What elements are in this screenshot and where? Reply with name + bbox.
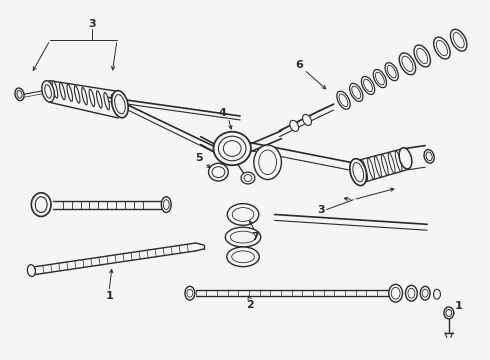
Ellipse shape — [115, 95, 125, 114]
Ellipse shape — [339, 94, 348, 107]
Ellipse shape — [422, 289, 428, 297]
Ellipse shape — [399, 148, 412, 169]
Ellipse shape — [241, 172, 255, 184]
Ellipse shape — [437, 40, 447, 56]
Ellipse shape — [444, 307, 454, 319]
Ellipse shape — [52, 81, 58, 98]
Ellipse shape — [399, 53, 416, 75]
Text: 4: 4 — [219, 108, 226, 118]
Ellipse shape — [450, 29, 467, 51]
Ellipse shape — [381, 154, 388, 175]
Ellipse shape — [74, 86, 80, 103]
Ellipse shape — [223, 141, 241, 156]
Text: 3: 3 — [89, 19, 96, 30]
Ellipse shape — [361, 160, 368, 181]
Ellipse shape — [89, 89, 95, 107]
Ellipse shape — [368, 158, 374, 179]
Ellipse shape — [375, 72, 384, 85]
Ellipse shape — [259, 150, 276, 175]
Text: 7: 7 — [251, 232, 259, 242]
Ellipse shape — [161, 197, 171, 212]
Ellipse shape — [434, 289, 441, 299]
Ellipse shape — [414, 45, 430, 67]
Ellipse shape — [232, 208, 254, 221]
Ellipse shape — [212, 167, 225, 177]
Text: 2: 2 — [246, 300, 254, 310]
Ellipse shape — [111, 94, 117, 112]
Ellipse shape — [416, 48, 428, 64]
Ellipse shape — [374, 156, 381, 177]
Ellipse shape — [385, 63, 398, 81]
Ellipse shape — [434, 37, 450, 59]
Ellipse shape — [364, 79, 372, 92]
Ellipse shape — [227, 204, 259, 225]
Ellipse shape — [35, 197, 47, 212]
Ellipse shape — [31, 193, 51, 216]
Ellipse shape — [337, 91, 350, 109]
Ellipse shape — [27, 265, 35, 276]
Ellipse shape — [388, 153, 395, 174]
Ellipse shape — [303, 114, 312, 126]
Ellipse shape — [402, 56, 413, 72]
Ellipse shape — [227, 247, 259, 267]
Ellipse shape — [387, 66, 396, 78]
Ellipse shape — [219, 136, 246, 161]
Ellipse shape — [82, 87, 87, 105]
Text: 5: 5 — [195, 153, 202, 163]
Ellipse shape — [408, 288, 415, 298]
Ellipse shape — [60, 82, 65, 100]
Ellipse shape — [353, 162, 364, 182]
Ellipse shape — [45, 85, 51, 98]
Ellipse shape — [214, 132, 251, 165]
Ellipse shape — [163, 200, 169, 210]
Ellipse shape — [373, 69, 387, 87]
Ellipse shape — [230, 231, 256, 243]
Ellipse shape — [104, 93, 109, 110]
Ellipse shape — [244, 175, 252, 181]
Ellipse shape — [290, 120, 299, 131]
Ellipse shape — [112, 91, 128, 118]
Ellipse shape — [352, 86, 361, 99]
Ellipse shape — [391, 287, 400, 299]
Ellipse shape — [187, 289, 193, 297]
Ellipse shape — [406, 285, 417, 301]
Ellipse shape — [420, 286, 430, 300]
Ellipse shape — [362, 76, 375, 95]
Ellipse shape — [97, 91, 102, 108]
Ellipse shape — [42, 81, 54, 102]
Ellipse shape — [395, 151, 402, 172]
Ellipse shape — [254, 145, 281, 180]
Ellipse shape — [389, 284, 402, 302]
Ellipse shape — [232, 251, 254, 263]
Ellipse shape — [15, 88, 24, 101]
Text: 1: 1 — [105, 291, 113, 301]
Ellipse shape — [349, 83, 363, 102]
Ellipse shape — [17, 90, 22, 98]
Text: 3: 3 — [317, 204, 324, 215]
Ellipse shape — [185, 286, 195, 300]
Ellipse shape — [225, 227, 261, 247]
Ellipse shape — [350, 159, 367, 186]
Ellipse shape — [426, 152, 432, 161]
Ellipse shape — [453, 32, 464, 48]
Text: 1: 1 — [455, 301, 463, 311]
Ellipse shape — [67, 84, 73, 102]
Ellipse shape — [209, 163, 228, 181]
Text: 6: 6 — [295, 60, 303, 70]
Ellipse shape — [424, 150, 434, 163]
Ellipse shape — [446, 310, 452, 316]
